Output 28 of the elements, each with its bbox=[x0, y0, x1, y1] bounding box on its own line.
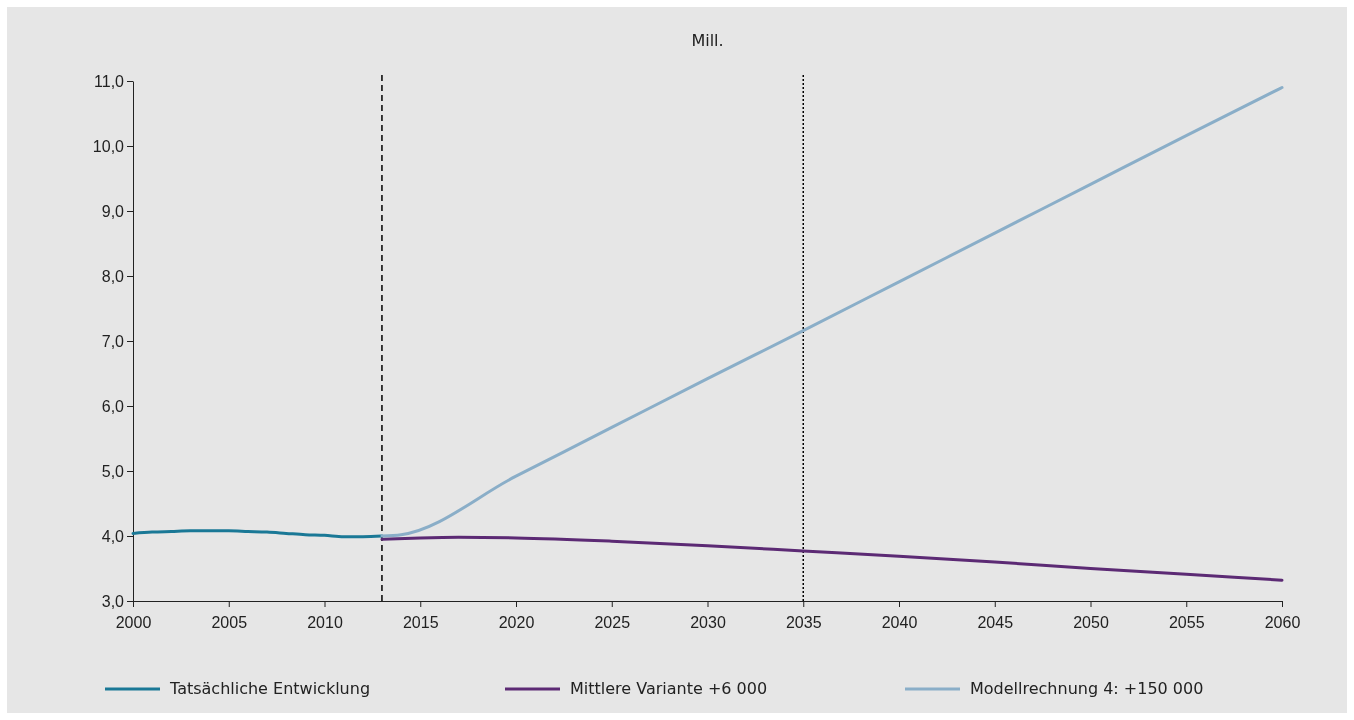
x-tick-label: 2000 bbox=[115, 613, 152, 631]
x-tick-label: 2035 bbox=[785, 613, 822, 631]
x-tick-label: 2015 bbox=[402, 613, 439, 631]
y-tick-label: 5,0 bbox=[101, 462, 125, 480]
y-tick-label: 3,0 bbox=[101, 592, 125, 610]
legend-label: Tatsächliche Entwicklung bbox=[169, 679, 371, 698]
y-tick-label: 6,0 bbox=[101, 397, 125, 415]
x-tick-label: 2025 bbox=[594, 613, 631, 631]
x-tick-label: 2040 bbox=[881, 613, 918, 631]
line-series bbox=[380, 86, 1284, 538]
x-tick-label: 2020 bbox=[498, 613, 535, 631]
x-tick-label: 2010 bbox=[307, 613, 343, 631]
x-tick-label: 2050 bbox=[1073, 613, 1109, 631]
x-tick-label: 2055 bbox=[1168, 613, 1205, 631]
y-tick-label: 7,0 bbox=[101, 332, 125, 350]
x-tick-label: 2045 bbox=[977, 613, 1014, 631]
y-tick-label: 11,0 bbox=[94, 72, 125, 90]
x-tick-label: 2005 bbox=[211, 613, 248, 631]
y-tick-label: 10,0 bbox=[92, 137, 125, 155]
y-axis-title: Mill. bbox=[691, 31, 724, 50]
line-series bbox=[380, 535, 1284, 582]
y-tick-label: 4,0 bbox=[101, 527, 125, 545]
x-tick-label: 2060 bbox=[1264, 613, 1301, 631]
legend-label: Mittlere Variante +6 000 bbox=[570, 679, 768, 698]
x-tick-label: 2030 bbox=[690, 613, 726, 631]
y-tick-label: 9,0 bbox=[101, 202, 125, 220]
y-tick-label: 8,0 bbox=[101, 267, 125, 285]
legend-label: Modellrechnung 4: +150 000 bbox=[970, 679, 1204, 698]
